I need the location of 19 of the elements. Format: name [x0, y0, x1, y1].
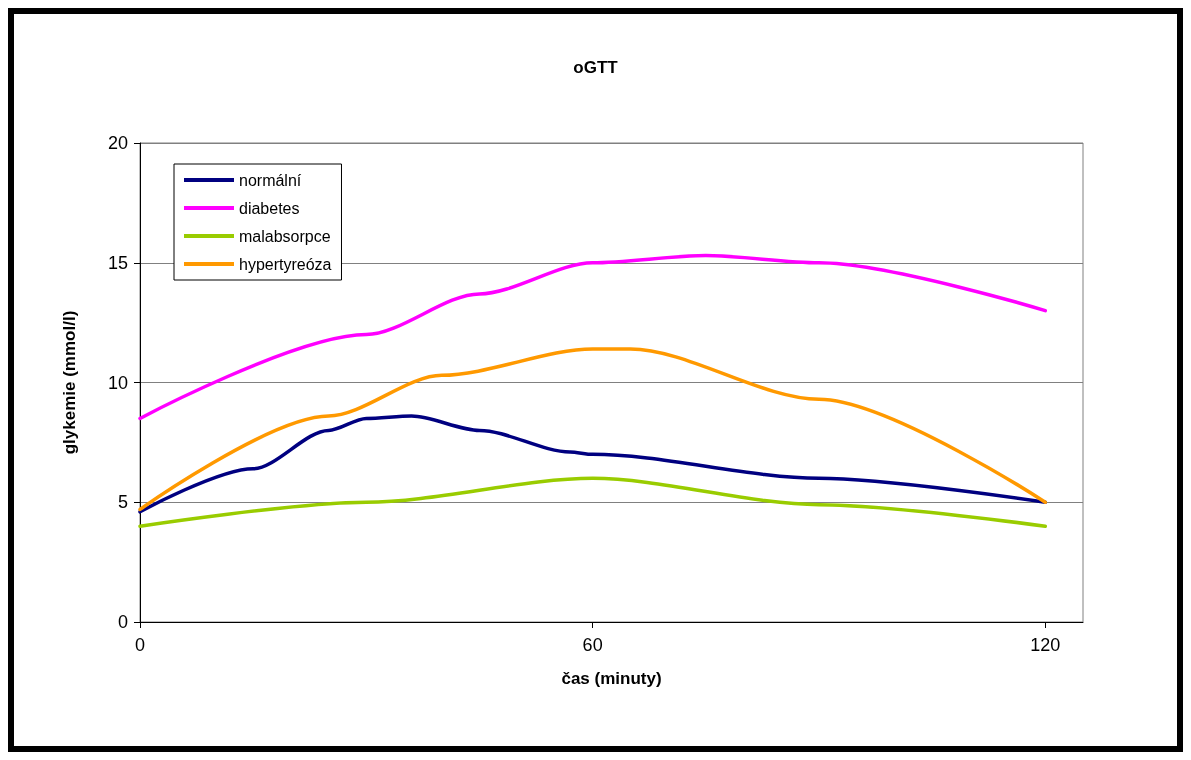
legend-label: hypertyreóza	[239, 255, 332, 273]
line-series	[138, 414, 1048, 514]
y-tick-label: 10	[107, 372, 128, 393]
y-tick-label: 20	[107, 133, 128, 153]
x-tick-label: 0	[134, 635, 146, 655]
line-series	[138, 347, 1048, 512]
y-tick-label: 15	[107, 252, 128, 273]
legend-label: normální	[239, 171, 302, 189]
line-series	[138, 476, 1048, 528]
x-axis-title: čas (minuty)	[561, 669, 662, 688]
x-tick-label: 120	[1030, 635, 1061, 655]
legend-label: diabetes	[239, 199, 300, 217]
legend-label: malabsorpce	[239, 227, 331, 245]
y-axis-title: glykemie (mmol/l)	[60, 310, 79, 455]
x-tick-label: 60	[582, 635, 603, 655]
chart-title: oGTT	[573, 58, 619, 77]
y-tick-label: 0	[117, 612, 128, 632]
line-series	[138, 253, 1048, 421]
y-tick-label: 5	[117, 492, 128, 513]
